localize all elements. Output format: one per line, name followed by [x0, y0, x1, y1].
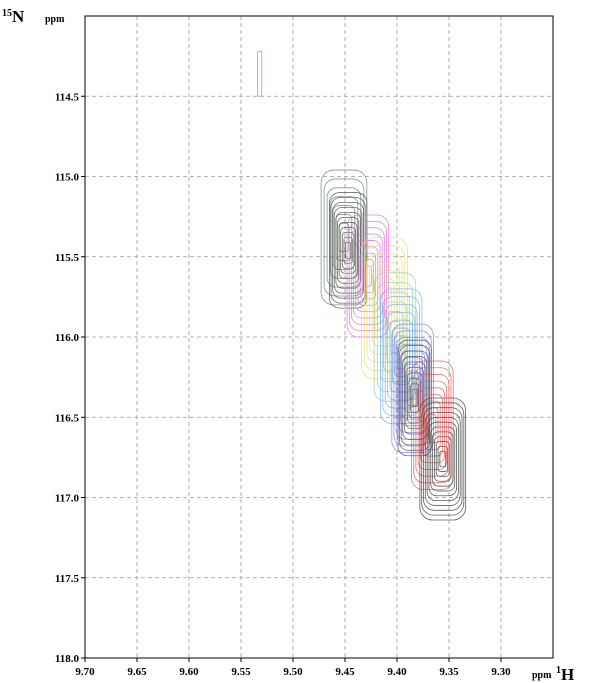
- contour-level: [335, 212, 361, 289]
- contour-level: [405, 367, 424, 429]
- y-axis-label-symbol: N: [12, 7, 25, 26]
- contour-level: [411, 360, 454, 490]
- y-tick-label: 115.0: [55, 172, 80, 184]
- contour-level: [369, 261, 400, 355]
- x-axis-label: 1H: [556, 665, 574, 683]
- contour-level: [402, 356, 428, 440]
- x-tick-label: 9.35: [439, 666, 459, 678]
- x-axis-label-symbol: H: [561, 665, 574, 683]
- x-tick-label: 9.50: [283, 666, 303, 678]
- contour-level: [351, 227, 385, 325]
- contour-level: [421, 402, 465, 516]
- contour-peaks: [257, 50, 467, 521]
- peak-contour: [397, 339, 432, 457]
- contour-level: [437, 445, 448, 472]
- x-tick-label: 9.60: [179, 666, 199, 678]
- contour-level: [363, 245, 406, 371]
- contour-level: [337, 217, 360, 284]
- contour-level: [346, 214, 390, 338]
- peak-contour: [320, 169, 368, 306]
- contour-level: [439, 450, 447, 468]
- contour-level: [373, 272, 417, 402]
- contour-level: [326, 187, 362, 288]
- x-tick-label: 9.45: [335, 666, 355, 678]
- x-axis-unit: ppm: [532, 670, 552, 681]
- x-axis-ticks: 9.70 9.65 9.60 9.55 9.50 9.45 9.40 9.35 9.30: [75, 658, 511, 678]
- y-tick-label: 117.5: [55, 573, 80, 585]
- y-axis-unit: ppm: [45, 14, 65, 25]
- y-axis-label-mass: 15: [2, 8, 12, 19]
- contour-level: [435, 441, 450, 477]
- contour-level: [434, 436, 452, 482]
- x-tick-label: 9.40: [387, 666, 407, 678]
- y-tick-label: 115.5: [55, 252, 80, 264]
- y-tick-label: 116.5: [55, 412, 80, 424]
- x-tick-label: 9.55: [231, 666, 251, 678]
- y-axis-label: 15N: [2, 7, 25, 26]
- x-tick-label: 9.70: [75, 666, 95, 678]
- contour-level: [343, 236, 353, 264]
- contour-level: [345, 241, 352, 259]
- peak-contour: [419, 397, 467, 521]
- contour-level: [403, 361, 426, 435]
- contour-level: [391, 323, 434, 453]
- x-tick-label: 9.30: [491, 666, 511, 678]
- contour-level: [430, 426, 456, 492]
- grid-lines: [85, 16, 553, 658]
- x-tick-label: 9.65: [127, 666, 147, 678]
- contour-level: [419, 397, 467, 521]
- peak-contour: [361, 237, 408, 380]
- contour-level: [361, 237, 408, 380]
- contour-level: [332, 202, 365, 299]
- contour-level: [359, 252, 377, 300]
- contour-level: [400, 350, 429, 446]
- contour-level: [371, 269, 398, 347]
- contour-level: [423, 407, 463, 511]
- y-tick-label: 117.0: [55, 493, 80, 505]
- y-tick-label: 116.0: [55, 332, 80, 344]
- peak-contour: [257, 50, 263, 97]
- contour-level: [411, 388, 418, 408]
- contour-level: [426, 416, 459, 502]
- contour-level: [432, 431, 454, 487]
- contour-level: [353, 233, 383, 319]
- contour-level: [374, 278, 395, 339]
- contour-level: [428, 414, 437, 437]
- contour-level: [366, 253, 403, 363]
- y-tick-label: 118.0: [55, 653, 80, 665]
- contour-level: [355, 240, 381, 312]
- x-axis-label-mass: 1: [556, 665, 561, 676]
- contour-level: [428, 421, 457, 497]
- contour-level: [410, 383, 420, 413]
- y-axis-ticks: 114.5 115.0 115.5 116.0 116.5 117.0 117.5 118.0: [55, 91, 85, 665]
- contour-level: [348, 220, 387, 332]
- contour-level: [424, 412, 461, 506]
- contour-level: [257, 50, 263, 97]
- y-tick-label: 114.5: [55, 91, 80, 103]
- contour-level: [413, 367, 452, 484]
- contour-level: [330, 197, 366, 304]
